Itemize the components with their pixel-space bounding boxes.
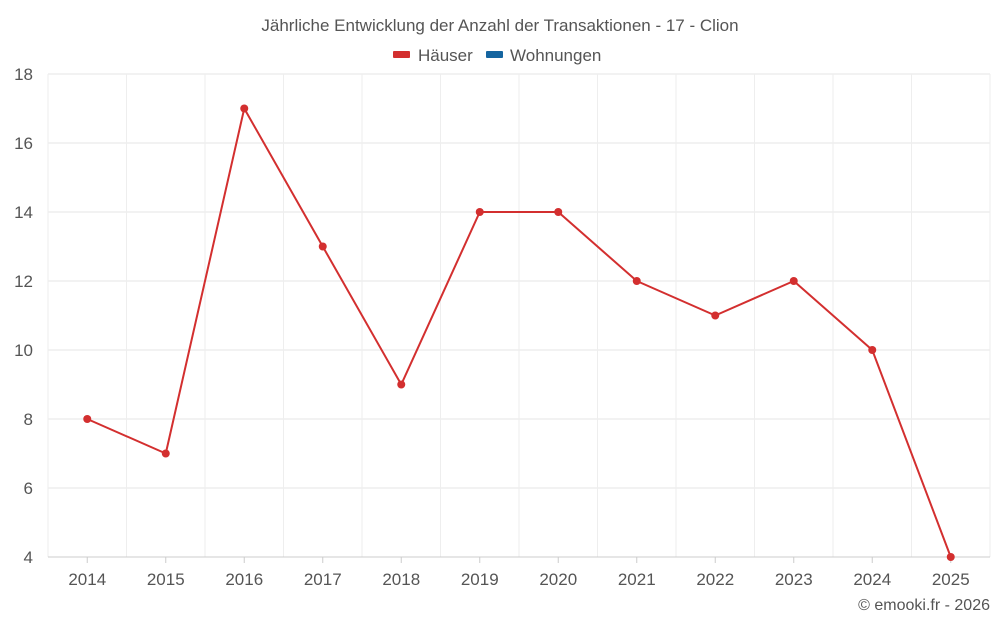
data-point[interactable] xyxy=(868,346,877,354)
x-tick-label: 2016 xyxy=(225,570,263,589)
y-tick-label: 10 xyxy=(14,341,33,360)
x-tick-label: 2025 xyxy=(932,570,970,589)
credit-text: © emooki.fr - 2026 xyxy=(858,597,990,614)
x-tick-label: 2017 xyxy=(304,570,342,589)
x-tick-label: 2015 xyxy=(147,570,185,589)
y-tick-label: 6 xyxy=(24,479,33,498)
axes: 4 6 8 10 12 14 16 18 2014 2015 2016 2017 2018 2019 202… xyxy=(14,65,990,589)
legend-swatch-wohnungen xyxy=(486,51,503,58)
y-tick-label: 12 xyxy=(14,272,33,291)
y-tick-label: 4 xyxy=(24,548,33,567)
y-tick-label: 16 xyxy=(14,134,33,153)
legend-label-haeuser: Häuser xyxy=(418,46,473,65)
y-tick-label: 18 xyxy=(14,65,33,84)
data-point[interactable] xyxy=(318,242,327,251)
x-tick-label: 2020 xyxy=(539,570,577,589)
x-tick-label: 2019 xyxy=(461,570,499,589)
y-tick-label: 8 xyxy=(24,410,33,429)
x-tick-label: 2021 xyxy=(618,570,656,589)
y-tick-label: 14 xyxy=(14,203,33,222)
legend-swatch-haeuser xyxy=(393,51,410,58)
series-line-0 xyxy=(86,107,952,558)
data-point[interactable] xyxy=(83,415,92,423)
x-tick-label: 2023 xyxy=(775,570,813,589)
x-tick-label: 2014 xyxy=(68,570,106,589)
data-point[interactable] xyxy=(554,208,563,216)
legend-item-wohnungen[interactable]: Wohnungen xyxy=(486,46,601,65)
x-tick-label: 2024 xyxy=(853,570,891,589)
grid xyxy=(47,73,991,558)
data-point[interactable] xyxy=(397,380,406,389)
data-point[interactable] xyxy=(789,277,798,285)
data-point[interactable] xyxy=(946,553,955,561)
legend-label-wohnungen: Wohnungen xyxy=(510,46,601,65)
data-point[interactable] xyxy=(161,449,170,458)
data-point[interactable] xyxy=(632,277,641,285)
x-tick-label: 2018 xyxy=(382,570,420,589)
data-point[interactable] xyxy=(711,311,720,320)
legend: Häuser Wohnungen xyxy=(393,46,601,65)
plot-area xyxy=(83,104,955,561)
legend-item-haeuser[interactable]: Häuser xyxy=(393,46,473,65)
chart-title: Jährliche Entwicklung der Anzahl der Tra… xyxy=(261,16,738,35)
x-tick-label: 2022 xyxy=(696,570,734,589)
data-point[interactable] xyxy=(475,208,484,216)
data-point[interactable] xyxy=(240,104,249,113)
